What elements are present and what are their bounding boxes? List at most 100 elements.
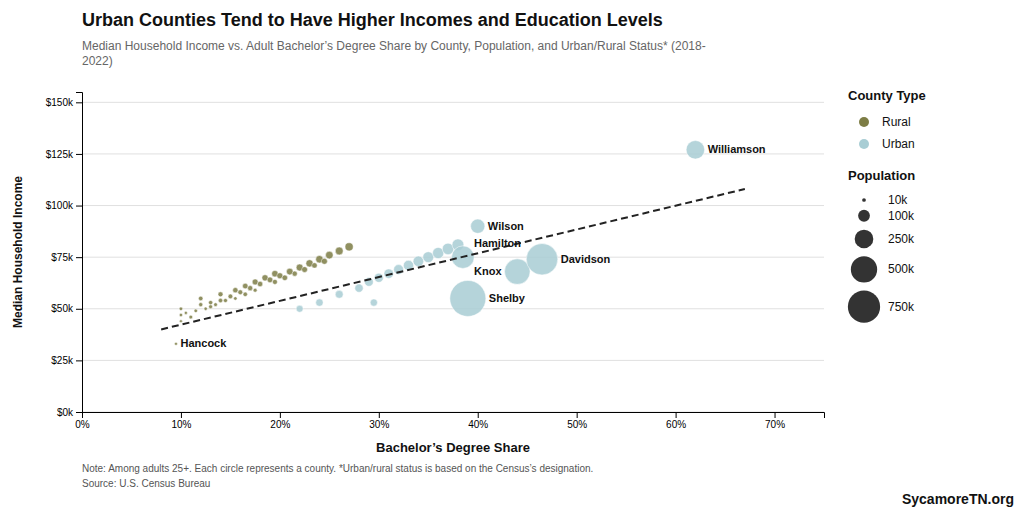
chart: Urban Counties Tend to Have Higher Incom…: [0, 0, 1024, 512]
point-label: Knox: [474, 265, 502, 277]
bubble: [199, 303, 203, 307]
size-legend-item: 750k: [848, 291, 915, 323]
bubble: [238, 290, 243, 295]
x-tick-label: 0%: [75, 419, 90, 430]
bubble: [355, 284, 363, 292]
y-tick: $150k: [46, 97, 82, 108]
bubble: [223, 298, 227, 302]
bubble: [292, 271, 297, 276]
y-tick-label: $0k: [57, 407, 74, 418]
y-tick-mark: [76, 102, 82, 103]
x-tick: 70%: [765, 412, 785, 430]
legend-item: Rural: [859, 115, 911, 129]
bubble: [214, 303, 218, 307]
y-tick-mark: [76, 206, 82, 207]
size-legend-item: 500k: [851, 256, 915, 282]
bubble: [233, 288, 238, 293]
x-tick: 40%: [468, 412, 488, 430]
legend-label: Rural: [882, 115, 911, 129]
legend-swatch: [859, 117, 869, 127]
source: Source: U.S. Census Bureau: [82, 478, 210, 489]
bubble: [218, 298, 222, 302]
bubble: [450, 280, 486, 316]
x-tick-mark: [379, 412, 380, 418]
bubble: [198, 296, 203, 301]
x-tick-mark: [478, 412, 479, 418]
size-legend-dot: [851, 256, 877, 282]
x-tick-label: 20%: [270, 419, 290, 430]
size-legend-item: 100k: [858, 209, 915, 223]
bubble: [179, 320, 182, 323]
bubble: [296, 305, 303, 312]
size-legend-label: 750k: [888, 300, 915, 314]
y-tick-mark: [76, 360, 82, 361]
bubble: [184, 311, 187, 314]
bubble: [505, 259, 531, 285]
bubble: [179, 307, 183, 311]
size-legend-item: 250k: [855, 230, 915, 249]
x-axis: 0%10%20%30%40%50%60%70%: [75, 412, 824, 430]
bubble: [433, 247, 444, 258]
grid-line: [82, 102, 824, 103]
x-tick: 20%: [270, 412, 290, 430]
y-tick-label: $100k: [46, 200, 74, 211]
x-tick-mark: [181, 412, 182, 418]
bubble: [243, 292, 247, 296]
y-tick-mark: [76, 154, 82, 155]
bubble: [234, 297, 238, 301]
series: [296, 141, 704, 317]
legend-title: County Type: [848, 88, 926, 103]
bubble: [209, 305, 213, 309]
bubble: [208, 300, 212, 304]
subtitle: Median Household Income vs. Adult Bachel…: [82, 39, 706, 68]
size-legend-title: Population: [848, 168, 915, 183]
x-tick-label: 40%: [468, 419, 488, 430]
x-tick: 10%: [171, 412, 191, 430]
subtitle-line: Median Household Income vs. Adult Bachel…: [82, 39, 706, 53]
grid-line: [82, 360, 824, 361]
y-tick: $0k: [57, 407, 82, 418]
point-label: Hancock: [180, 337, 227, 349]
trendline: [161, 189, 745, 329]
y-tick: $25k: [51, 355, 82, 366]
bubble: [228, 294, 233, 299]
x-tick-mark: [676, 412, 677, 418]
y-tick: $50k: [51, 303, 82, 314]
bubble: [272, 279, 277, 284]
y-tick-label: $125k: [46, 149, 74, 160]
bubble: [413, 256, 424, 267]
bubble: [248, 286, 253, 291]
bubble: [204, 307, 207, 310]
bubble: [267, 277, 273, 283]
watermark: SycamoreTN.org: [902, 491, 1014, 507]
x-tick-label: 10%: [171, 419, 191, 430]
size-legend-label: 500k: [888, 262, 915, 276]
bubble: [335, 247, 343, 255]
bubble: [471, 219, 485, 233]
bubble: [370, 299, 377, 306]
bubble: [189, 315, 193, 319]
size-legend-dot: [862, 198, 866, 202]
y-tick-mark: [76, 412, 82, 413]
bubble: [312, 263, 317, 268]
y-axis: $0k$25k$50k$75k$100k$125k$150k: [46, 93, 83, 418]
point-label: Davidson: [561, 253, 611, 265]
size-legend-dot: [848, 291, 880, 323]
x-tick-label: 50%: [567, 419, 587, 430]
point-labels: HancockShelbyHamiltonKnoxDavidsonWilsonW…: [180, 143, 765, 349]
y-tick-mark: [76, 309, 82, 310]
point-label: Shelby: [489, 292, 526, 304]
size-legend-label: 250k: [888, 232, 915, 246]
size-legend-label: 10k: [888, 193, 908, 207]
bubble: [316, 299, 323, 306]
plot-area: 0%10%20%30%40%50%60%70%$0k$25k$50k$75k$1…: [11, 93, 825, 456]
size-legend-label: 100k: [888, 209, 915, 223]
bubble: [194, 309, 198, 313]
grid-line: [82, 205, 824, 206]
size-legend-item: 10k: [862, 193, 908, 207]
bubble: [282, 275, 288, 281]
bubble: [242, 283, 248, 289]
bubble: [345, 243, 353, 251]
bubble: [218, 292, 223, 297]
y-tick-mark: [76, 257, 82, 258]
